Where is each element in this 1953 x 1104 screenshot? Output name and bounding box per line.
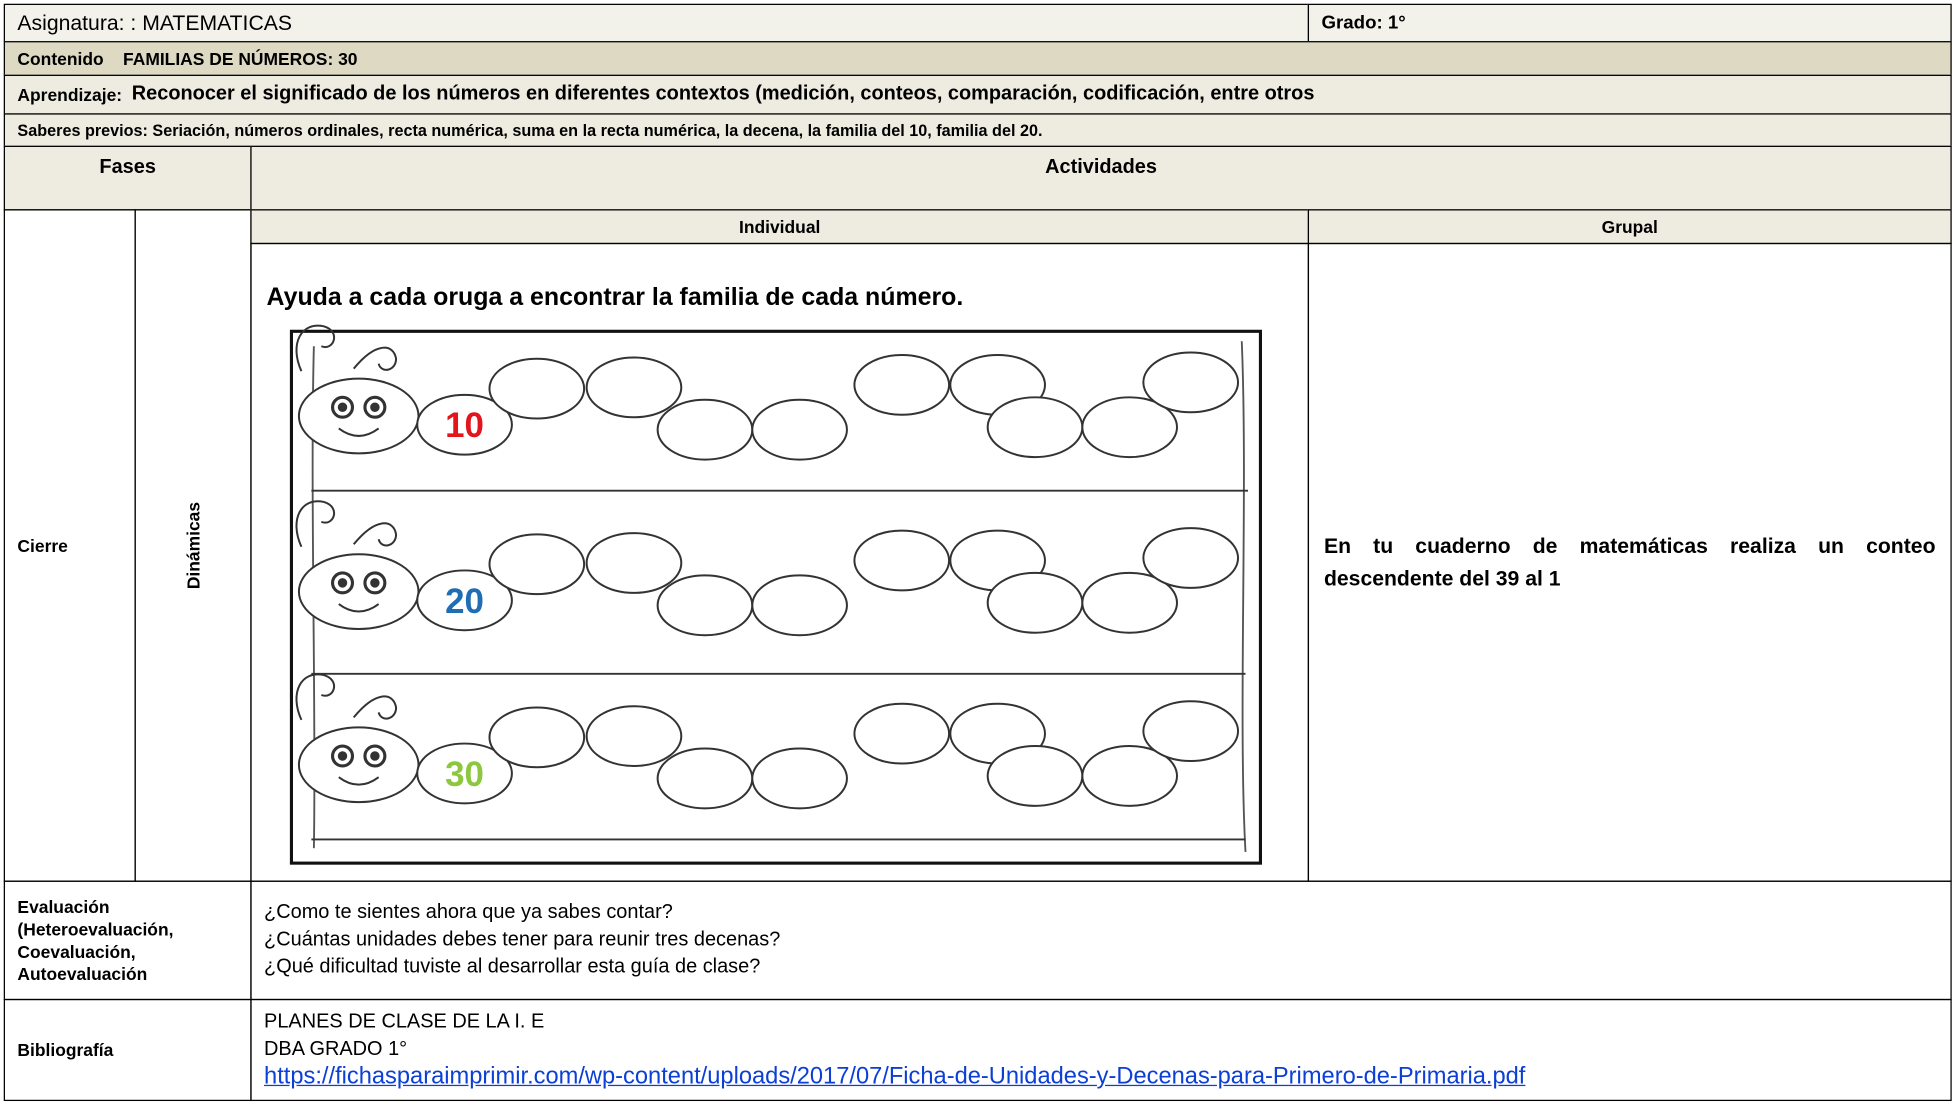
subphase-cell: Dinámicas bbox=[134, 209, 252, 882]
caterpillar-number: 20 bbox=[445, 582, 484, 621]
group-header: Grupal bbox=[1307, 209, 1952, 245]
bibliography-item: DBA GRADO 1° bbox=[264, 1038, 408, 1060]
evaluation-label: Evaluación (Heteroevaluación, Coevaluaci… bbox=[17, 896, 174, 984]
grade: Grado: 1° bbox=[1307, 3, 1952, 43]
evaluation-question: ¿Qué dificultad tuviste al desarrollar e… bbox=[264, 956, 761, 978]
content: FAMILIAS DE NÚMEROS: 30 bbox=[123, 48, 358, 69]
evaluation-label-cell: Evaluación (Heteroevaluación, Coevaluaci… bbox=[3, 880, 252, 1001]
evaluation-questions: ¿Como te sientes ahora que ya sabes cont… bbox=[250, 880, 1952, 1001]
evaluation-question: ¿Como te sientes ahora que ya sabes cont… bbox=[264, 901, 673, 923]
phases-header: Fases bbox=[3, 145, 252, 211]
activities-header: Actividades bbox=[250, 145, 1952, 211]
prior-knowledge: Saberes previos: Seriación, números ordi… bbox=[3, 113, 1952, 147]
bibliography-list: PLANES DE CLASE DE LA I. E DBA GRADO 1° ht… bbox=[250, 998, 1952, 1102]
group-activity: En tu cuaderno de matemáticas realiza un… bbox=[1307, 242, 1952, 882]
learning-label: Aprendizaje: bbox=[17, 84, 123, 105]
caterpillar-number: 30 bbox=[445, 755, 484, 794]
learning: Reconocer el significado de los números … bbox=[131, 83, 1315, 105]
subphase: Dinámicas bbox=[183, 501, 204, 590]
bibliography-item: PLANES DE CLASE DE LA I. E bbox=[264, 1011, 545, 1033]
individual-header: Individual bbox=[250, 209, 1310, 245]
content-label: Contenido bbox=[17, 48, 104, 69]
individual-cell: Ayuda a cada oruga a encontrar la famili… bbox=[250, 242, 1310, 882]
phase: Cierre bbox=[3, 209, 136, 882]
evaluation-question: ¿Cuántas unidades debes tener para reuni… bbox=[264, 929, 781, 951]
caterpillar-number: 10 bbox=[445, 406, 484, 445]
subject: Asignatura: : MATEMATICAS bbox=[3, 3, 1310, 43]
content-row: Contenido FAMILIAS DE NÚMEROS: 30 bbox=[3, 41, 1952, 76]
learning-row: Aprendizaje: Reconocer el significado de… bbox=[3, 74, 1952, 115]
instruction: Ayuda a cada oruga a encontrar la famili… bbox=[266, 283, 964, 312]
bibliography-link[interactable]: https://fichasparaimprimir.com/wp-conten… bbox=[264, 1063, 1526, 1090]
caterpillar-worksheet: 10 20 30 bbox=[289, 324, 1263, 865]
bibliography-label: Bibliografía bbox=[3, 998, 252, 1102]
